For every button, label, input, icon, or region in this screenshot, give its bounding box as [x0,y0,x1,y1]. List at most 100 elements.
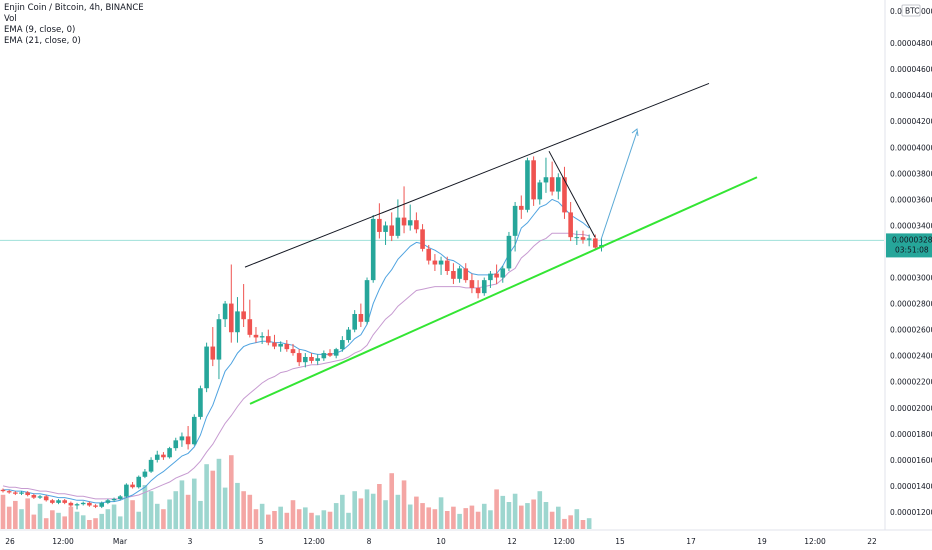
candle-body[interactable] [481,280,487,294]
candle-body[interactable] [531,160,536,200]
currency-badge[interactable] [901,4,921,17]
candle-body[interactable] [537,182,543,200]
candle-body[interactable] [266,336,271,343]
candle-body[interactable] [438,260,444,265]
short-trendline[interactable] [548,150,596,238]
candle-body[interactable] [401,217,407,226]
candle-body[interactable] [278,343,283,347]
candle-body[interactable] [407,220,413,226]
candle-body[interactable] [451,271,456,279]
candle-body[interactable] [383,225,388,232]
candle-body[interactable] [284,343,290,350]
candle-body[interactable] [228,303,234,333]
candle-body[interactable] [25,492,30,496]
support-trendline[interactable] [249,176,758,405]
candle-body[interactable] [377,218,382,232]
candle-body[interactable] [364,280,370,322]
candle-body[interactable] [389,225,395,236]
candle-body[interactable] [327,353,333,356]
candle-body[interactable] [56,500,61,503]
ema21-legend[interactable]: EMA (21, close, 0) [4,36,81,46]
candle-body[interactable] [167,448,172,458]
candle-body[interactable] [444,260,450,272]
candle-body[interactable] [309,356,314,361]
candle-body[interactable] [31,495,37,498]
candle-body[interactable] [586,238,592,240]
candle-body[interactable] [432,260,438,265]
candle-body[interactable] [272,342,277,347]
candle-body[interactable] [500,268,506,278]
candle-body[interactable] [370,218,376,281]
candle-body[interactable] [142,471,148,477]
candle-body[interactable] [173,440,179,449]
candle-body[interactable] [87,502,92,506]
candle-body[interactable] [525,160,530,210]
candle-body[interactable] [136,476,142,488]
candle-body[interactable] [414,220,419,230]
candle-body[interactable] [296,353,302,363]
candle-body[interactable] [574,237,580,239]
candle-body[interactable] [568,212,573,238]
candle-body[interactable] [346,329,351,341]
candle-body[interactable] [469,280,475,288]
candle-body[interactable] [512,205,518,236]
candle-body[interactable] [99,502,105,507]
candle-body[interactable] [395,217,401,236]
candle-body[interactable] [518,205,524,210]
candle-body[interactable] [185,436,191,445]
candle-body[interactable] [333,349,339,356]
candle-body[interactable] [259,336,265,338]
candle-body[interactable] [0,489,6,492]
candle-body[interactable] [154,454,160,460]
candle-body[interactable] [80,502,86,505]
candle-body[interactable] [488,273,493,281]
candle-body[interactable] [457,268,462,279]
candle-body[interactable] [549,177,555,192]
candle-body[interactable] [6,491,12,493]
candle-body[interactable] [43,496,49,501]
candle-body[interactable] [105,500,111,503]
candle-body[interactable] [247,319,253,335]
candle-body[interactable] [290,349,296,354]
candle-body[interactable] [593,238,598,248]
candle-body[interactable] [506,235,512,269]
candle-body[interactable] [562,177,567,213]
candle-body[interactable] [161,454,166,458]
candle-body[interactable] [216,319,222,360]
candle-body[interactable] [130,484,135,488]
candle-body[interactable] [50,500,55,503]
candle-body[interactable] [93,505,98,507]
candle-body[interactable] [253,334,259,338]
candle-body[interactable] [340,340,345,350]
candle-body[interactable] [68,502,74,506]
resistance-trendline[interactable] [244,82,710,268]
candle-body[interactable] [37,496,43,498]
candle-body[interactable] [494,273,499,278]
candle-body[interactable] [463,268,469,281]
projection-arrow-line[interactable] [600,131,638,240]
candle-body[interactable] [62,500,67,503]
candle-body[interactable] [426,248,432,261]
candle-body[interactable] [321,353,327,359]
candle-body[interactable] [358,313,364,322]
candle-body[interactable] [198,388,203,417]
candle-body[interactable] [210,346,216,360]
candle-body[interactable] [315,358,320,361]
candle-body[interactable] [19,492,24,494]
candle-body[interactable] [117,496,123,499]
candle-body[interactable] [13,492,18,494]
candle-body[interactable] [420,229,425,249]
candle-body[interactable] [179,436,185,441]
candle-body[interactable] [352,313,357,330]
candle-body[interactable] [191,416,197,445]
candle-body[interactable] [148,459,154,472]
volume-legend[interactable]: Vol [4,14,17,24]
candle-body[interactable] [124,484,129,497]
candle-body[interactable] [235,311,240,333]
candle-body[interactable] [222,303,228,320]
candle-body[interactable] [74,504,80,506]
candle-body[interactable] [556,177,561,192]
ema9-legend[interactable]: EMA (9, close, 0) [4,25,76,35]
candle-body[interactable] [543,177,549,183]
